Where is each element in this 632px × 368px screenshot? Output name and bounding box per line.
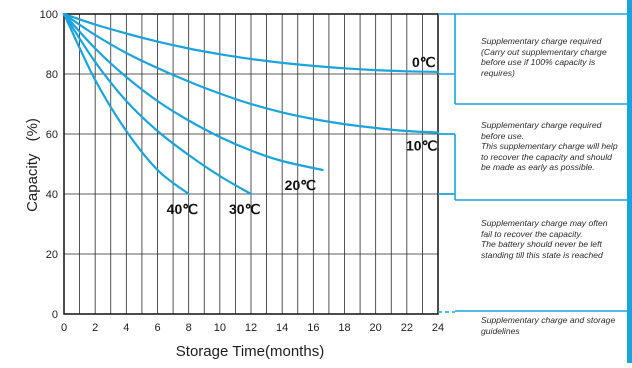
- x-tick-label: 4: [123, 322, 129, 334]
- y-axis-title: Capacity (%): [24, 118, 41, 212]
- y-tick-label: 60: [46, 129, 58, 141]
- x-tick-label: 22: [401, 322, 413, 334]
- y-tick-label: 40: [46, 189, 58, 201]
- x-axis-title: Storage Time(months): [176, 343, 324, 360]
- series-label: 40℃: [167, 201, 199, 217]
- series-line-4: [62, 12, 253, 196]
- y-axis-unit: (%): [24, 118, 41, 141]
- series-label: 0℃: [412, 54, 436, 70]
- note-charge-may-fail: Supplementary charge may often fail to r…: [481, 218, 608, 260]
- series-label: 10℃: [406, 138, 438, 154]
- y-tick-label: 0: [52, 309, 58, 321]
- note-supplementary-charge-required: Supplementary charge required before use…: [481, 120, 618, 173]
- x-tick-label: 16: [307, 322, 319, 334]
- y-tick-label: 80: [46, 69, 58, 81]
- x-tick-label: 14: [276, 322, 288, 334]
- plot-border: [63, 13, 439, 315]
- note-storage-guidelines: Supplementary charge and storage guideli…: [481, 315, 616, 336]
- plot-frame: [63, 13, 439, 315]
- x-tick-label: 18: [338, 322, 350, 334]
- x-tick-label: 2: [92, 322, 98, 334]
- x-tick-label: 0: [61, 322, 67, 334]
- x-tick-label: 24: [432, 322, 444, 334]
- series-line-2: [62, 12, 440, 134]
- x-tick-labels: 0 2 4 6 8 10 12 14 16 18 20 22 24: [61, 322, 444, 334]
- series-lines: [62, 12, 440, 196]
- side-panel-rules: [438, 0, 632, 363]
- series-line-5: [62, 12, 190, 196]
- y-tick-labels: 0 20 40 60 80 100: [40, 9, 58, 321]
- x-tick-label: 6: [154, 322, 160, 334]
- y-tick-label: 100: [40, 9, 58, 21]
- x-tick-label: 10: [214, 322, 226, 334]
- note-supplementary-charge-optional: Supplementary charge required (Carry out…: [481, 36, 607, 78]
- series-labels: 0℃ 10℃ 20℃ 30℃ 40℃: [167, 54, 438, 217]
- right-edge-strip: [627, 0, 632, 363]
- series-line-1: [62, 12, 440, 73]
- series-label: 30℃: [229, 201, 261, 217]
- series-line-3: [62, 12, 324, 172]
- y-axis-title-text: Capacity: [24, 153, 41, 212]
- x-tick-label: 8: [186, 322, 192, 334]
- x-tick-label: 12: [245, 322, 257, 334]
- series-label: 20℃: [285, 177, 317, 193]
- y-tick-label: 20: [46, 249, 58, 261]
- x-tick-label: 20: [370, 322, 382, 334]
- svg-text:Capacity (%): Capacity (%): [24, 118, 41, 212]
